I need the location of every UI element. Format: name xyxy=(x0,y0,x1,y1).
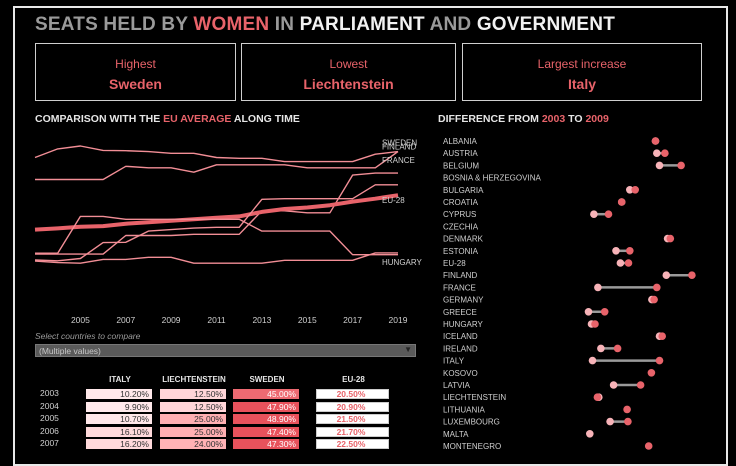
dumbbell-chart-title: DIFFERENCE FROM 2003 TO 2009 xyxy=(438,113,609,125)
title-part: GOVERNMENT xyxy=(476,14,616,35)
table-cell: 20.50% xyxy=(316,389,389,399)
table-row-year: 2007 xyxy=(40,438,59,448)
table-cell: 20.90% xyxy=(316,401,389,412)
table-cell: 21.50% xyxy=(316,414,389,424)
chevron-down-icon[interactable]: ▼ xyxy=(404,345,412,354)
table-cell: 9.90% xyxy=(86,401,152,412)
table-cell: 16.20% xyxy=(86,439,152,449)
table-row-year: 2004 xyxy=(40,400,59,411)
kpi-label: Largest increase xyxy=(537,57,627,71)
title-part: AND xyxy=(424,14,477,35)
section-title-part: ALONG TIME xyxy=(231,113,300,125)
table-cell: 12.50% xyxy=(160,389,226,399)
table-cell: 21.70% xyxy=(316,426,389,437)
table-cell: 25.00% xyxy=(160,414,226,424)
table-header: ITALY xyxy=(109,375,131,384)
table-header: LIECHTENSTEIN xyxy=(162,375,226,384)
table-cell: 45.00% xyxy=(233,389,299,399)
kpi-label: Highest xyxy=(115,57,156,71)
table-cell: 47.40% xyxy=(233,426,299,437)
table-row-year: 2006 xyxy=(40,425,59,436)
table-cell: 16.10% xyxy=(86,426,152,437)
table-row-year: 2003 xyxy=(40,388,59,398)
kpi-value: Italy xyxy=(567,76,596,92)
section-title-part: COMPARISON WITH THE xyxy=(35,113,164,125)
kpi-lowest[interactable]: Lowest Liechtenstein xyxy=(241,43,456,101)
table-cell: 47.90% xyxy=(233,401,299,412)
table-cell: 48.90% xyxy=(233,414,299,424)
title-part: PARLIAMENT xyxy=(299,14,425,35)
filter-value: (Multiple values) xyxy=(39,346,101,356)
title-part: IN xyxy=(269,14,300,35)
section-title-part: EU AVERAGE xyxy=(163,113,232,125)
kpi-largest-increase[interactable]: Largest increase Italy xyxy=(462,43,702,101)
table-row-year: 2005 xyxy=(40,413,59,423)
table-cell: 24.00% xyxy=(160,439,226,449)
table-cell: 47.30% xyxy=(233,439,299,449)
title-part: WOMEN xyxy=(193,14,270,35)
section-title-part: DIFFERENCE FROM xyxy=(438,113,542,125)
filter-label: Select countries to compare xyxy=(35,331,141,341)
table-cell: 10.20% xyxy=(86,389,152,399)
section-title-part: 2009 xyxy=(585,113,609,125)
kpi-label: Lowest xyxy=(329,57,368,71)
line-chart-title: COMPARISON WITH THE EU AVERAGE ALONG TIM… xyxy=(35,113,300,125)
table-cell: 10.70% xyxy=(86,414,152,424)
kpi-highest[interactable]: Highest Sweden xyxy=(35,43,236,101)
table-header: SWEDEN xyxy=(249,375,285,384)
section-title-part: 2003 xyxy=(541,113,566,125)
kpi-value: Sweden xyxy=(109,76,162,92)
kpi-value: Liechtenstein xyxy=(303,76,394,92)
table-cell: 12.50% xyxy=(160,401,226,412)
table-cell: 22.50% xyxy=(316,439,389,449)
section-title-part: TO xyxy=(565,113,586,125)
page-title: SEATS HELD BY WOMEN IN PARLIAMENT AND GO… xyxy=(35,14,615,36)
country-filter-dropdown[interactable]: (Multiple values) ▼ xyxy=(35,344,416,357)
title-part: SEATS HELD BY xyxy=(35,14,194,35)
table-cell: 25.00% xyxy=(160,426,226,437)
table-header: EU-28 xyxy=(342,375,365,384)
